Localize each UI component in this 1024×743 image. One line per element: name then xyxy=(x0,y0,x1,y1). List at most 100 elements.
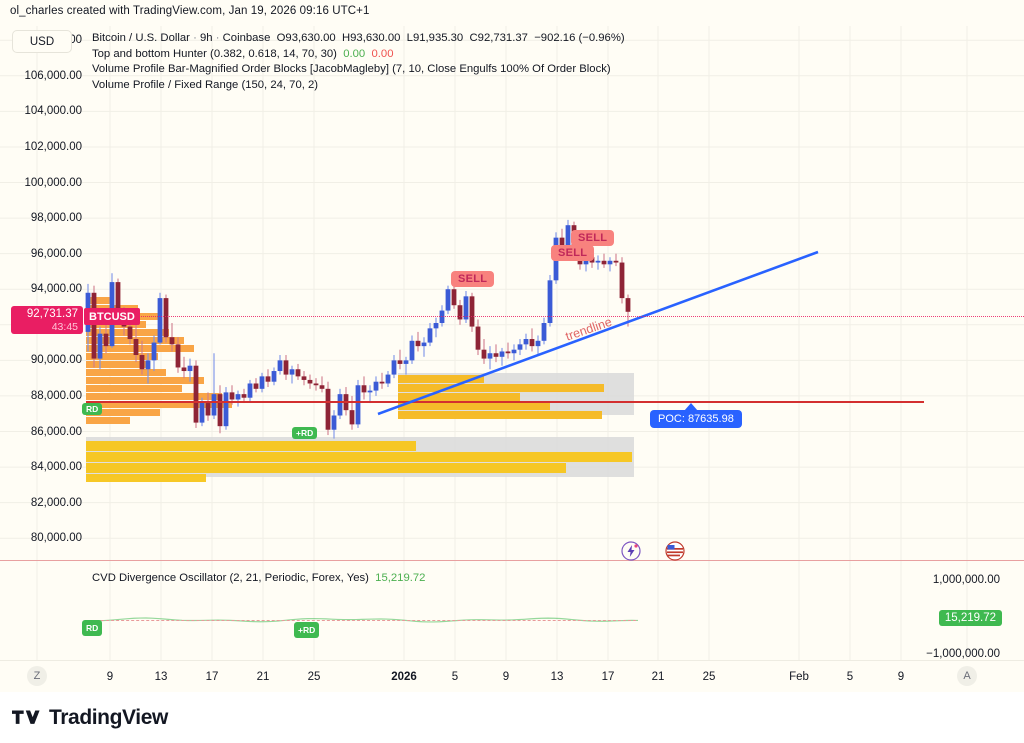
candle-body xyxy=(601,260,607,265)
candle-body xyxy=(319,385,325,389)
volume-profile-row xyxy=(86,377,204,384)
oscillator-value-badge[interactable]: 15,219.72 xyxy=(938,610,1002,626)
volume-profile-row xyxy=(86,463,566,473)
indicator-value-2: 0.00 xyxy=(371,47,394,60)
pane-divider xyxy=(0,560,1024,561)
candle-body xyxy=(487,353,493,359)
sell-marker-3[interactable]: SELL xyxy=(571,230,615,246)
candle-body xyxy=(295,369,301,377)
oscillator-axis-bottom: −1,000,000.00 xyxy=(926,648,1000,660)
current-price-badge[interactable]: 92,731.37 43:45 xyxy=(11,306,83,334)
volume-profile-row xyxy=(398,384,604,392)
candle-body xyxy=(433,323,439,329)
rd-badge-osc-2[interactable]: +RD xyxy=(294,622,320,638)
time-tick-21: 21 xyxy=(651,671,665,683)
volume-profile-row xyxy=(86,452,632,462)
legend-indicator-fixed-range[interactable]: Volume Profile / Fixed Range (150, 24, 7… xyxy=(92,78,319,91)
candle-body xyxy=(427,328,433,343)
sell-marker-2[interactable]: SELL xyxy=(551,245,595,261)
volume-profile-row xyxy=(86,361,148,368)
candle-body xyxy=(337,394,343,416)
candle-body xyxy=(247,383,253,398)
rd-badge-main-2[interactable]: +RD xyxy=(292,427,318,439)
candle-body xyxy=(421,342,427,347)
volume-profile-row xyxy=(398,411,602,419)
poc-label[interactable]: POC: 87635.98 xyxy=(650,410,742,428)
candle-body xyxy=(223,392,229,427)
oscillator-zero-line xyxy=(86,620,636,621)
trendline[interactable] xyxy=(377,250,819,416)
candle-body xyxy=(619,262,625,299)
candle-body xyxy=(139,355,145,370)
time-pill-A[interactable]: A xyxy=(957,666,977,686)
indicator-value-1: 0.00 xyxy=(343,47,366,60)
candle-body xyxy=(187,365,193,372)
time-tick-Feb: Feb xyxy=(789,671,809,683)
legend-close: C92,731.37 xyxy=(469,32,528,44)
time-tick-5: 5 xyxy=(451,671,459,683)
legend-indicator-order-blocks[interactable]: Volume Profile Bar-Magnified Order Block… xyxy=(92,63,611,76)
bar-countdown: 43:45 xyxy=(51,320,78,333)
time-pill-Z[interactable]: Z xyxy=(27,666,47,686)
footer-brand-bar: TradingView xyxy=(0,692,1024,743)
candle-body xyxy=(259,376,265,389)
legend-interval[interactable]: 9h xyxy=(200,32,213,44)
us-flag-icon[interactable] xyxy=(665,541,685,561)
candle-body xyxy=(217,394,223,427)
oscillator-legend[interactable]: CVD Divergence Oscillator (2, 21, Period… xyxy=(92,572,425,584)
candle-body xyxy=(529,339,535,347)
candle-body xyxy=(607,260,613,265)
legend-indicator-hunter[interactable]: Top and bottom Hunter (0.382, 0.618, 14,… xyxy=(92,47,625,63)
candle-body xyxy=(91,292,97,359)
candle-body xyxy=(235,394,241,400)
chart-canvas[interactable] xyxy=(0,26,1024,660)
candle-body xyxy=(193,365,199,423)
sparkle-lightning-icon[interactable] xyxy=(621,541,641,561)
candle-body xyxy=(625,298,631,312)
candle-body xyxy=(511,349,517,354)
oscillator-value: 15,219.72 xyxy=(375,572,426,584)
time-tick-9: 9 xyxy=(106,671,114,683)
candle-body xyxy=(361,385,367,393)
candle-body xyxy=(397,360,403,364)
oscillator-title: CVD Divergence Oscillator (2, 21, Period… xyxy=(92,572,369,584)
volume-profile-row xyxy=(86,409,160,416)
attribution-text: ol_charles created with TradingView.com,… xyxy=(10,5,370,17)
candle-body xyxy=(367,390,373,393)
currency-button[interactable]: USD xyxy=(12,30,72,53)
candle-body xyxy=(265,376,271,382)
rd-badge-osc-1[interactable]: RD xyxy=(82,620,103,636)
legend-symbol[interactable]: Bitcoin / U.S. Dollar xyxy=(92,32,190,44)
sell-marker-1[interactable]: SELL xyxy=(451,271,495,287)
oscillator-axis-top: 1,000,000.00 xyxy=(932,574,1000,586)
candle-body xyxy=(523,339,529,345)
candle-body xyxy=(541,323,547,341)
candle-body xyxy=(469,296,475,327)
candle-body xyxy=(457,305,463,320)
candle-body xyxy=(229,392,235,400)
candle-body xyxy=(595,260,601,263)
chart-svg xyxy=(0,26,1024,660)
rd-badge-main-1[interactable]: RD xyxy=(82,403,103,415)
candle-body xyxy=(163,298,169,338)
indicator-name-hunter: Top and bottom Hunter (0.382, 0.618, 14,… xyxy=(92,47,337,60)
time-tick-9: 9 xyxy=(897,671,905,683)
candle-body xyxy=(325,388,331,430)
candle-body xyxy=(307,379,313,384)
candle-body xyxy=(211,394,217,416)
volume-profile-row xyxy=(398,402,550,410)
candle-body xyxy=(271,371,277,382)
candle-body xyxy=(331,415,337,430)
legend-exchange[interactable]: Coinbase xyxy=(222,32,271,44)
time-axis[interactable]: Z 9 13 17 21 25 2026 5 9 13 17 21 25 Feb 5 9 A xyxy=(0,660,1024,693)
candle-body xyxy=(115,282,121,313)
volume-profile-row xyxy=(86,369,166,376)
legend-symbol-row[interactable]: Bitcoin / U.S. Dollar · 9h · Coinbase O9… xyxy=(92,32,625,44)
candle-body xyxy=(151,342,157,361)
volume-profile-row xyxy=(398,393,520,401)
candle-body xyxy=(493,353,499,357)
chart-legend[interactable]: Bitcoin / U.S. Dollar · 9h · Coinbase O9… xyxy=(92,31,625,93)
candle-body xyxy=(385,374,391,384)
candle-body xyxy=(613,260,619,263)
